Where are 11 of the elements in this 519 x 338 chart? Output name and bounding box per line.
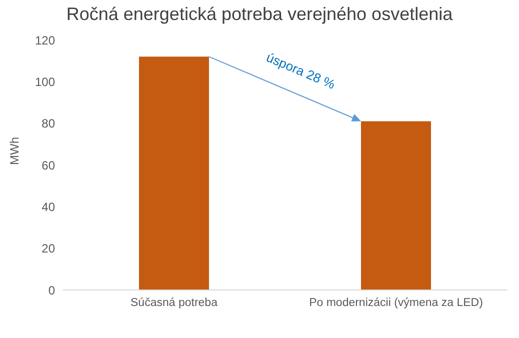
chart-title: Ročná energetická potreba verejného osvetlenia — [65, 4, 454, 25]
y-tick-label: 20 — [42, 242, 56, 256]
y-tick-label: 80 — [42, 116, 56, 131]
x-tick-label: Po modernizácii (výmena za LED) — [309, 297, 484, 310]
y-tick-label: 100 — [34, 74, 56, 89]
y-tick-label: 40 — [42, 200, 56, 214]
x-tick-label: Súčasná potreba — [130, 297, 218, 310]
y-tick-label: 120 — [34, 33, 56, 48]
y-tick-label: 60 — [42, 158, 56, 172]
y-tick-label: 0 — [48, 283, 56, 298]
y-axis-title: MWh — [7, 137, 22, 165]
